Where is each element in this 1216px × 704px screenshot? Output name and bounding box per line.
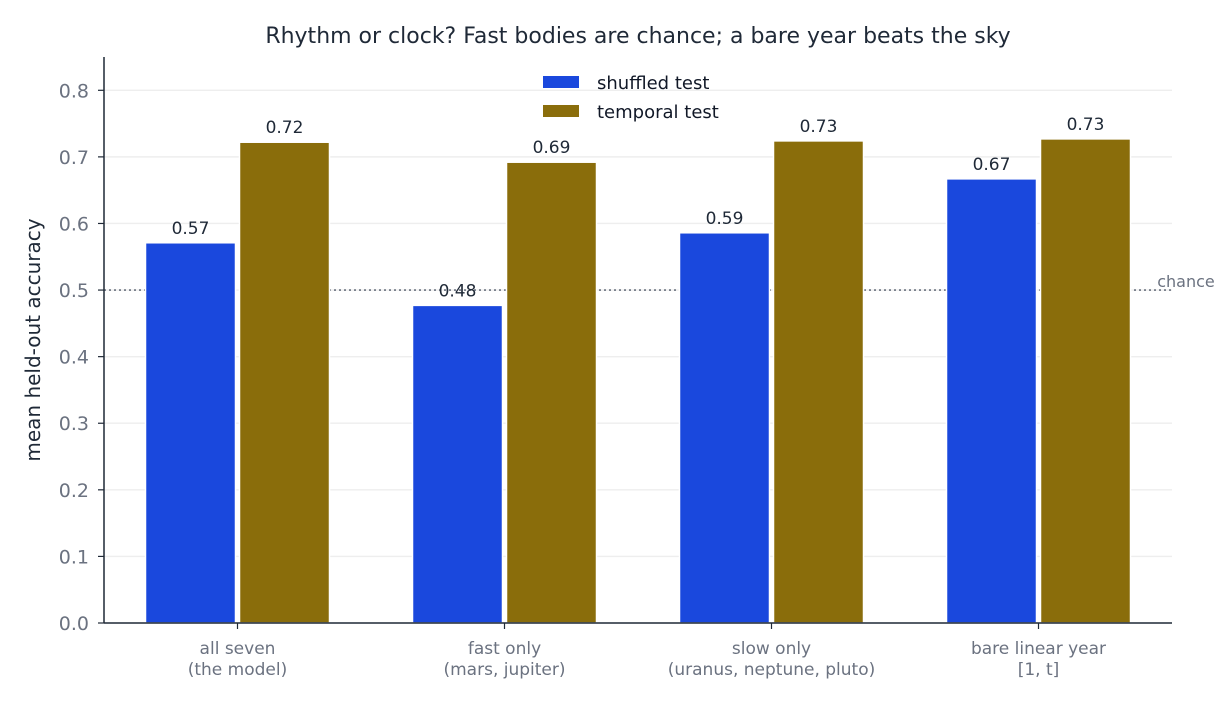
bar-shuffled <box>678 232 771 624</box>
bar-shuffled <box>144 242 237 624</box>
bar-shuffled <box>411 304 504 624</box>
legend-label: temporal test <box>597 102 719 123</box>
legend: shuffled test temporal test <box>543 73 719 123</box>
chart-title: Rhythm or clock? Fast bodies are chance;… <box>265 24 1010 49</box>
data-label: 0.73 <box>1067 115 1105 135</box>
legend-label: shuffled test <box>597 73 709 94</box>
bar-temporal <box>772 140 865 624</box>
y-tick-label: 0.4 <box>59 347 89 369</box>
y-tick-label: 0.7 <box>59 147 89 169</box>
x-tick-label: fast only <box>468 639 541 659</box>
y-tick-label: 0.8 <box>59 80 89 102</box>
bar-shuffled <box>945 178 1038 624</box>
legend-swatch-temporal <box>543 105 579 117</box>
x-tick-label: [1, t] <box>1018 660 1060 680</box>
x-tick-label: (the model) <box>188 660 288 680</box>
x-tick-label: slow only <box>732 639 811 659</box>
chance-label: chance <box>1157 272 1215 291</box>
axes: 0.0 0.1 0.2 0.3 0.4 0.5 0.6 0.7 0.8 all seven(the… <box>59 57 1172 680</box>
data-label: 0.59 <box>706 209 744 229</box>
x-tick-label: (mars, jupiter) <box>443 660 565 680</box>
y-tick-label: 0.0 <box>59 613 89 635</box>
y-tick-label: 0.6 <box>59 213 89 235</box>
data-label: 0.48 <box>439 281 477 301</box>
data-label: 0.67 <box>973 155 1011 175</box>
x-tick-label: bare linear year <box>971 639 1106 659</box>
y-tick-label: 0.5 <box>59 280 89 302</box>
data-label: 0.69 <box>533 138 571 158</box>
bars: 0.57 0.72 0.48 0.69 0.59 0.73 0.67 0.73 <box>144 115 1132 624</box>
bar-temporal <box>1039 138 1132 624</box>
bar-temporal <box>238 141 331 624</box>
data-label: 0.57 <box>172 219 210 239</box>
legend-swatch-shuffled <box>543 76 579 88</box>
x-tick-label: all seven <box>200 639 276 659</box>
bar-temporal <box>505 161 598 624</box>
y-tick-label: 0.3 <box>59 413 89 435</box>
y-axis-label: mean held-out accuracy <box>21 218 45 461</box>
y-tick-label: 0.2 <box>59 480 89 502</box>
data-label: 0.73 <box>800 117 838 137</box>
y-tick-label: 0.1 <box>59 546 89 568</box>
x-tick-label: (uranus, neptune, pluto) <box>668 660 876 680</box>
data-label: 0.72 <box>266 118 304 138</box>
